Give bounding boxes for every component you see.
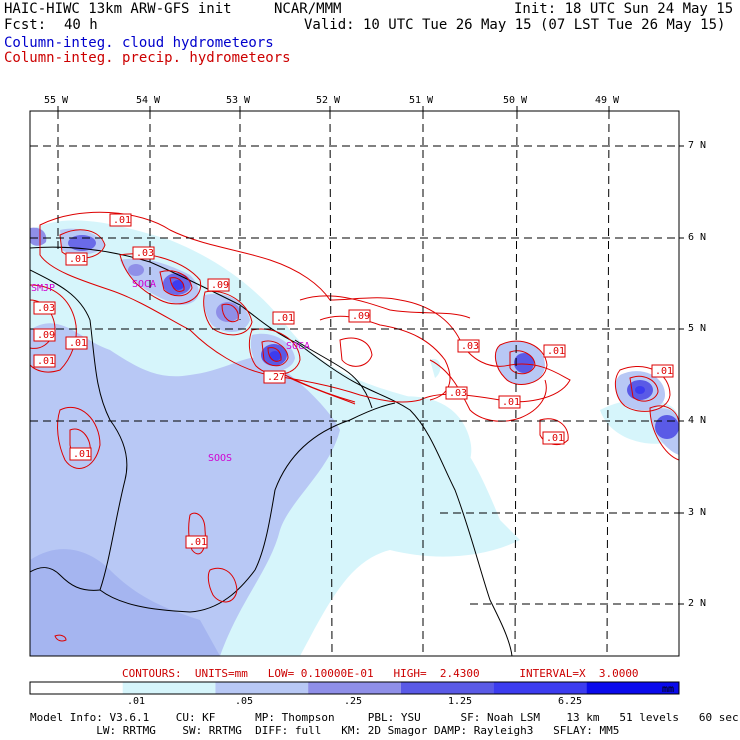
station-soca: SOCA <box>286 341 311 352</box>
lon-label-49w: 49 W <box>595 95 620 106</box>
colorbar-tick: .25 <box>344 696 363 707</box>
colorbar-swatch <box>308 682 401 694</box>
colorbar-tick: .05 <box>235 696 254 707</box>
contour-label: .09 <box>37 330 56 341</box>
field-cloud-title: Column-integ. cloud hydrometeors <box>4 35 274 51</box>
colorbar-swatch <box>400 682 494 694</box>
org-label: NCAR/MMM <box>274 1 342 17</box>
lat-label-4n: 4 N <box>688 415 707 426</box>
contour-label: .01 <box>547 346 566 357</box>
model-info-line2: LW: RRTMG SW: RRTMG DIFF: full KM: 2D Sm… <box>30 724 620 737</box>
contour-label: .03 <box>37 303 56 314</box>
contours-info: CONTOURS: UNITS=mm LOW= 0.10000E-01 HIGH… <box>122 667 639 680</box>
contour-label: .09 <box>352 311 371 322</box>
latlon-grid <box>30 110 679 657</box>
model-info-line1: Model Info: V3.6.1 CU: KF MP: Thompson P… <box>30 711 739 724</box>
colorbar-tick: .01 <box>127 696 146 707</box>
coastline-layer <box>30 246 513 656</box>
contour-label: .01 <box>189 537 208 548</box>
lon-label-50w: 50 W <box>503 95 528 106</box>
station-soca-west: SOCA <box>132 279 157 290</box>
station-smjp: SMJP <box>31 283 56 294</box>
lon-label-55w: 55 W <box>44 95 69 106</box>
colorbar-units: mm <box>662 684 675 695</box>
lat-label-2n: 2 N <box>688 598 707 609</box>
lat-label-3n: 3 N <box>688 507 707 518</box>
axis-ticks <box>57 106 684 605</box>
contour-label: .03 <box>136 248 155 259</box>
contour-label: .01 <box>276 313 295 324</box>
lat-label-5n: 5 N <box>688 323 707 334</box>
init-time: Init: 18 UTC Sun 24 May 15 <box>514 1 734 17</box>
contour-label: .01 <box>69 254 88 265</box>
contour-label: .01 <box>655 366 674 377</box>
field-precip-title: Column-integ. precip. hydrometeors <box>4 50 291 66</box>
colorbar-swatch <box>586 682 679 694</box>
colorbar-tick: 1.25 <box>448 696 473 707</box>
fcst-value: 40 h <box>64 17 98 33</box>
fcst-label: Fcst: <box>4 17 47 33</box>
station-soos: SOOS <box>208 453 233 464</box>
colorbar-swatch <box>30 682 123 694</box>
colorbar-swatch <box>122 682 216 694</box>
contour-label: .01 <box>502 397 521 408</box>
model-title: HAIC-HIWC 13km ARW-GFS init <box>4 1 232 17</box>
lon-label-54w: 54 W <box>136 95 161 106</box>
map-frame <box>29 110 680 657</box>
lon-label-51w: 51 W <box>409 95 434 106</box>
contour-label: .27 <box>267 372 286 383</box>
contour-label-boxes <box>33 213 674 549</box>
valid-time: Valid: 10 UTC Tue 26 May 15 (07 LST Tue … <box>304 17 726 33</box>
contour-label: .01 <box>113 215 132 226</box>
contour-label: .01 <box>546 433 565 444</box>
contour-label: .03 <box>461 341 480 352</box>
lon-label-52w: 52 W <box>316 95 341 106</box>
contour-label: .01 <box>69 338 88 349</box>
contour-label: .01 <box>73 449 92 460</box>
lat-label-6n: 6 N <box>688 232 707 243</box>
colorbar-swatch <box>215 682 309 694</box>
lat-label-7n: 7 N <box>688 140 707 151</box>
contour-label: .09 <box>211 280 230 291</box>
colorbar-swatch <box>493 682 587 694</box>
colorbar-tick: 6.25 <box>558 696 583 707</box>
contour-label: .01 <box>37 356 56 367</box>
lon-label-53w: 53 W <box>226 95 251 106</box>
contour-label: .03 <box>449 388 468 399</box>
